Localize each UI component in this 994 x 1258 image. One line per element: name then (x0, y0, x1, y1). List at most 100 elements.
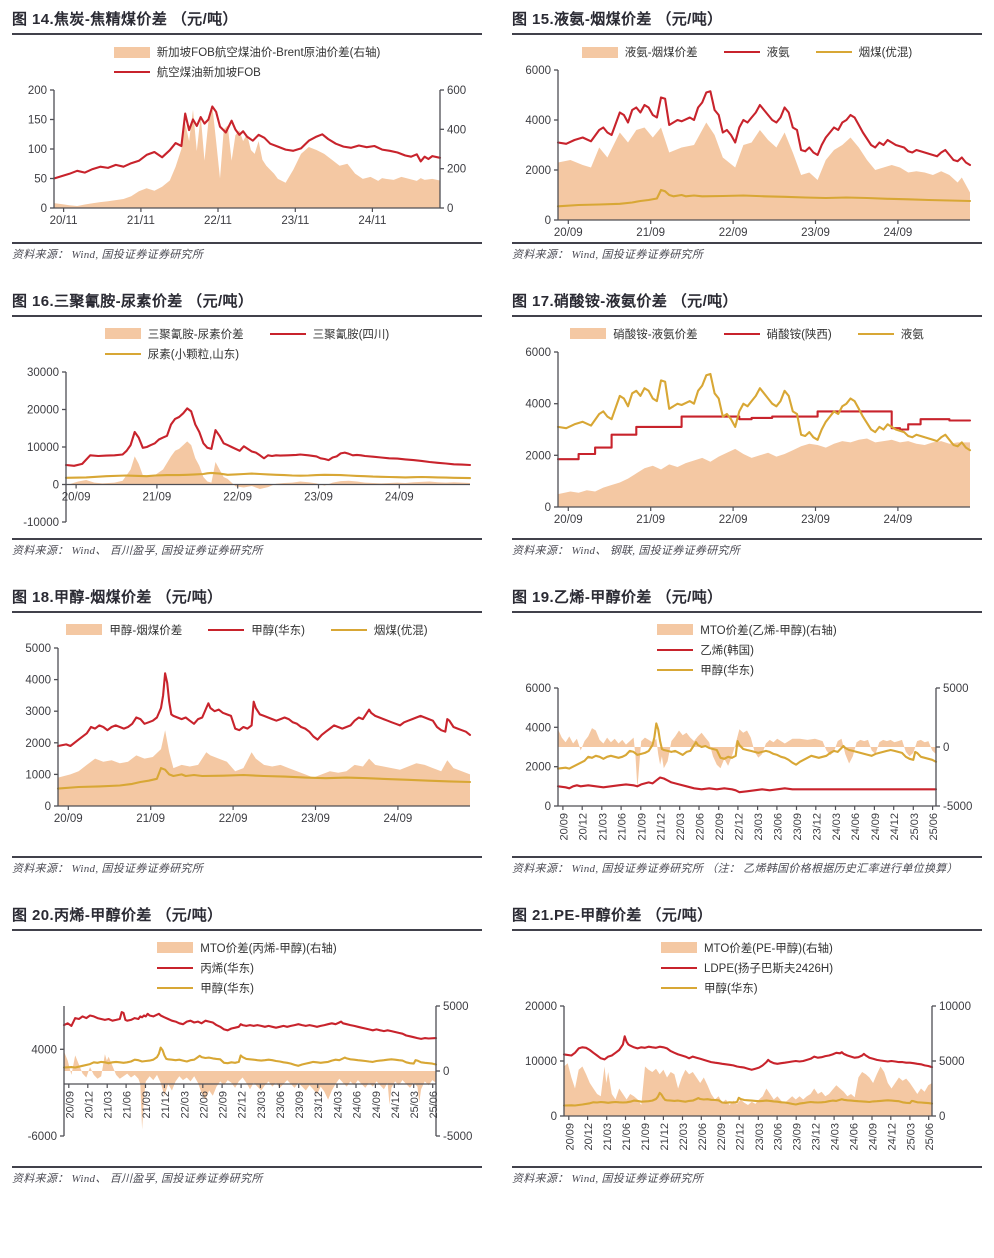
svg-text:21/09: 21/09 (636, 813, 648, 841)
svg-text:1000: 1000 (25, 769, 51, 781)
svg-text:4000: 4000 (525, 722, 551, 734)
legend-item: 烟煤(优混) (815, 44, 912, 60)
legend-line-swatch-icon (104, 352, 141, 355)
legend-label: 甲醇(华东) (700, 664, 754, 677)
legend-area-swatch-icon (113, 46, 150, 58)
svg-text:22/12: 22/12 (733, 813, 745, 841)
legend-label: 液氨 (900, 328, 924, 341)
svg-text:0: 0 (447, 203, 453, 215)
svg-text:5000: 5000 (443, 1001, 469, 1013)
legend-line-swatch-icon (815, 51, 852, 53)
legend-item: 硝酸铵(陕西) (723, 326, 832, 342)
svg-text:23/12: 23/12 (811, 813, 823, 841)
legend-label: 甲醇-烟煤价差 (109, 624, 183, 637)
figure-20-chart: 4000 -6000 -5000 0 5000 20/09 20/12 21/03 21/06 2… (12, 998, 482, 1152)
svg-text:3000: 3000 (25, 706, 51, 718)
legend-item: 新加坡FOB航空煤油价-Brent原油价差(右轴) (113, 44, 380, 60)
svg-text:0: 0 (545, 215, 551, 227)
svg-text:20/12: 20/12 (578, 813, 590, 841)
figure-16-source: 资料来源： Wind、 百川盈孚, 国投证券证券研究所 (12, 537, 482, 560)
svg-text:22/09: 22/09 (714, 813, 726, 841)
svg-text:22/09: 22/09 (716, 1123, 728, 1151)
legend-item: 甲醇-烟煤价差 (66, 622, 182, 638)
chart-svg: 0 50 100 150 200 0 200 400 600 20/11 21/11 22/11 23/… (28, 85, 466, 227)
legend-area-swatch-icon (66, 624, 103, 636)
svg-text:25/03: 25/03 (905, 1123, 917, 1151)
svg-text:23/09: 23/09 (294, 1091, 306, 1119)
figure-18-source: 资料来源： Wind, 国投证券证券研究所 (12, 855, 482, 878)
svg-text:0: 0 (443, 1066, 449, 1078)
legend-area-swatch-icon (657, 624, 694, 636)
svg-text:200: 200 (28, 85, 47, 97)
svg-text:20000: 20000 (27, 404, 59, 416)
legend-item: MTO价差(PE-甲醇)(右轴) (660, 940, 833, 956)
legend-item: LDPE(扬子巴斯夫2426H) (660, 960, 833, 976)
legend-label: MTO价差(乙烯-甲醇)(右轴) (700, 624, 837, 637)
figure-20: 图 20.丙烯-甲醇价差 （元/吨） MTO价差(丙烯-甲醇)(右轴) 丙烯(华东… (12, 904, 482, 1188)
svg-text:25/03: 25/03 (409, 1091, 421, 1119)
figure-17-title: 图 17.硝酸铵-液氨价差 （元/吨） (512, 290, 982, 317)
svg-text:150: 150 (28, 115, 47, 127)
figure-19-legend: MTO价差(乙烯-甲醇)(右轴) 乙烯(韩国) 甲醇(华东) (512, 620, 982, 680)
legend-item: 三聚氰胺-尿素价差 (104, 326, 244, 342)
svg-text:22/12: 22/12 (237, 1091, 249, 1119)
svg-text:10000: 10000 (27, 442, 59, 454)
svg-text:21/09: 21/09 (640, 1123, 652, 1151)
legend-label: 航空煤油新加坡FOB (156, 67, 261, 79)
svg-text:24/03: 24/03 (830, 1123, 842, 1151)
svg-text:10000: 10000 (525, 1056, 557, 1068)
figure-20-legend: MTO价差(丙烯-甲醇)(右轴) 丙烯(华东) 甲醇(华东) (12, 938, 482, 998)
svg-text:22/03: 22/03 (675, 813, 687, 841)
svg-text:24/06: 24/06 (848, 1123, 860, 1151)
legend-item: 烟煤(优混) (330, 622, 428, 638)
legend-label: 液氨 (766, 47, 790, 59)
figure-19-chart: 0 2000 4000 6000 -5000 0 5000 20/09 20/12 21/03 21… (512, 680, 982, 856)
svg-text:50: 50 (34, 174, 47, 186)
legend-area-swatch-icon (570, 328, 607, 340)
svg-text:2000: 2000 (525, 165, 551, 177)
svg-text:20/09: 20/09 (558, 813, 570, 841)
svg-text:400: 400 (447, 124, 466, 136)
svg-text:24/09: 24/09 (868, 1123, 880, 1151)
chart-svg: 0 2000 4000 6000 -5000 0 5000 20/09 20/12 21/03 21… (525, 683, 972, 841)
svg-text:20/09: 20/09 (62, 491, 91, 503)
svg-text:25/06: 25/06 (428, 1091, 440, 1119)
svg-text:2000: 2000 (25, 738, 51, 750)
svg-text:24/06: 24/06 (352, 1091, 364, 1119)
legend-item: 液氨 (857, 326, 924, 342)
chart-svg: 0 10000 20000 0 5000 10000 20/09 20/12 21/03 21/0… (525, 1001, 971, 1151)
svg-text:24/12: 24/12 (889, 813, 901, 841)
legend-line-swatch-icon (208, 628, 245, 631)
svg-text:10000: 10000 (939, 1001, 971, 1013)
chart-svg: 0 1000 2000 3000 4000 5000 20/09 21/09 22/09 23/0… (25, 643, 472, 825)
figure-18-legend: 甲醇-烟煤价差 甲醇(华东) 烟煤(优混) (12, 620, 482, 640)
svg-text:24/06: 24/06 (850, 813, 862, 841)
legend-item: 三聚氰胺(四川) (269, 326, 389, 342)
svg-text:23/03: 23/03 (754, 1123, 766, 1151)
figure-18: 图 18.甲醇-烟煤价差 （元/吨） 甲醇-烟煤价差 甲醇(华东) 烟煤(优混) 0… (12, 586, 482, 878)
svg-text:20/09: 20/09 (564, 1123, 576, 1151)
legend-line-swatch-icon (269, 332, 306, 335)
legend-line-swatch-icon (857, 332, 894, 335)
svg-text:25/03: 25/03 (909, 813, 921, 841)
svg-text:6000: 6000 (525, 347, 551, 359)
svg-text:2000: 2000 (525, 762, 551, 774)
svg-text:21/12: 21/12 (659, 1123, 671, 1151)
svg-text:22/09: 22/09 (719, 514, 748, 526)
svg-text:22/09: 22/09 (219, 813, 248, 825)
svg-text:23/03: 23/03 (256, 1091, 268, 1119)
svg-text:21/11: 21/11 (127, 215, 155, 227)
svg-text:0: 0 (943, 742, 949, 754)
legend-item: 甲醇(华东) (660, 980, 758, 996)
svg-text:22/03: 22/03 (179, 1091, 191, 1119)
svg-text:21/12: 21/12 (160, 1091, 172, 1119)
legend-label: 硝酸铵-液氨价差 (613, 328, 698, 341)
svg-text:5000: 5000 (943, 683, 969, 695)
figure-15-source: 资料来源： Wind, 国投证券证券研究所 (512, 242, 982, 264)
svg-text:21/06: 21/06 (122, 1091, 134, 1119)
legend-label: 甲醇(华东) (703, 982, 758, 995)
svg-text:21/03: 21/03 (103, 1091, 115, 1119)
svg-text:23/03: 23/03 (753, 813, 765, 841)
svg-text:21/09: 21/09 (636, 227, 665, 239)
figure-18-chart: 0 1000 2000 3000 4000 5000 20/09 21/09 22/09 23/0… (12, 640, 482, 828)
